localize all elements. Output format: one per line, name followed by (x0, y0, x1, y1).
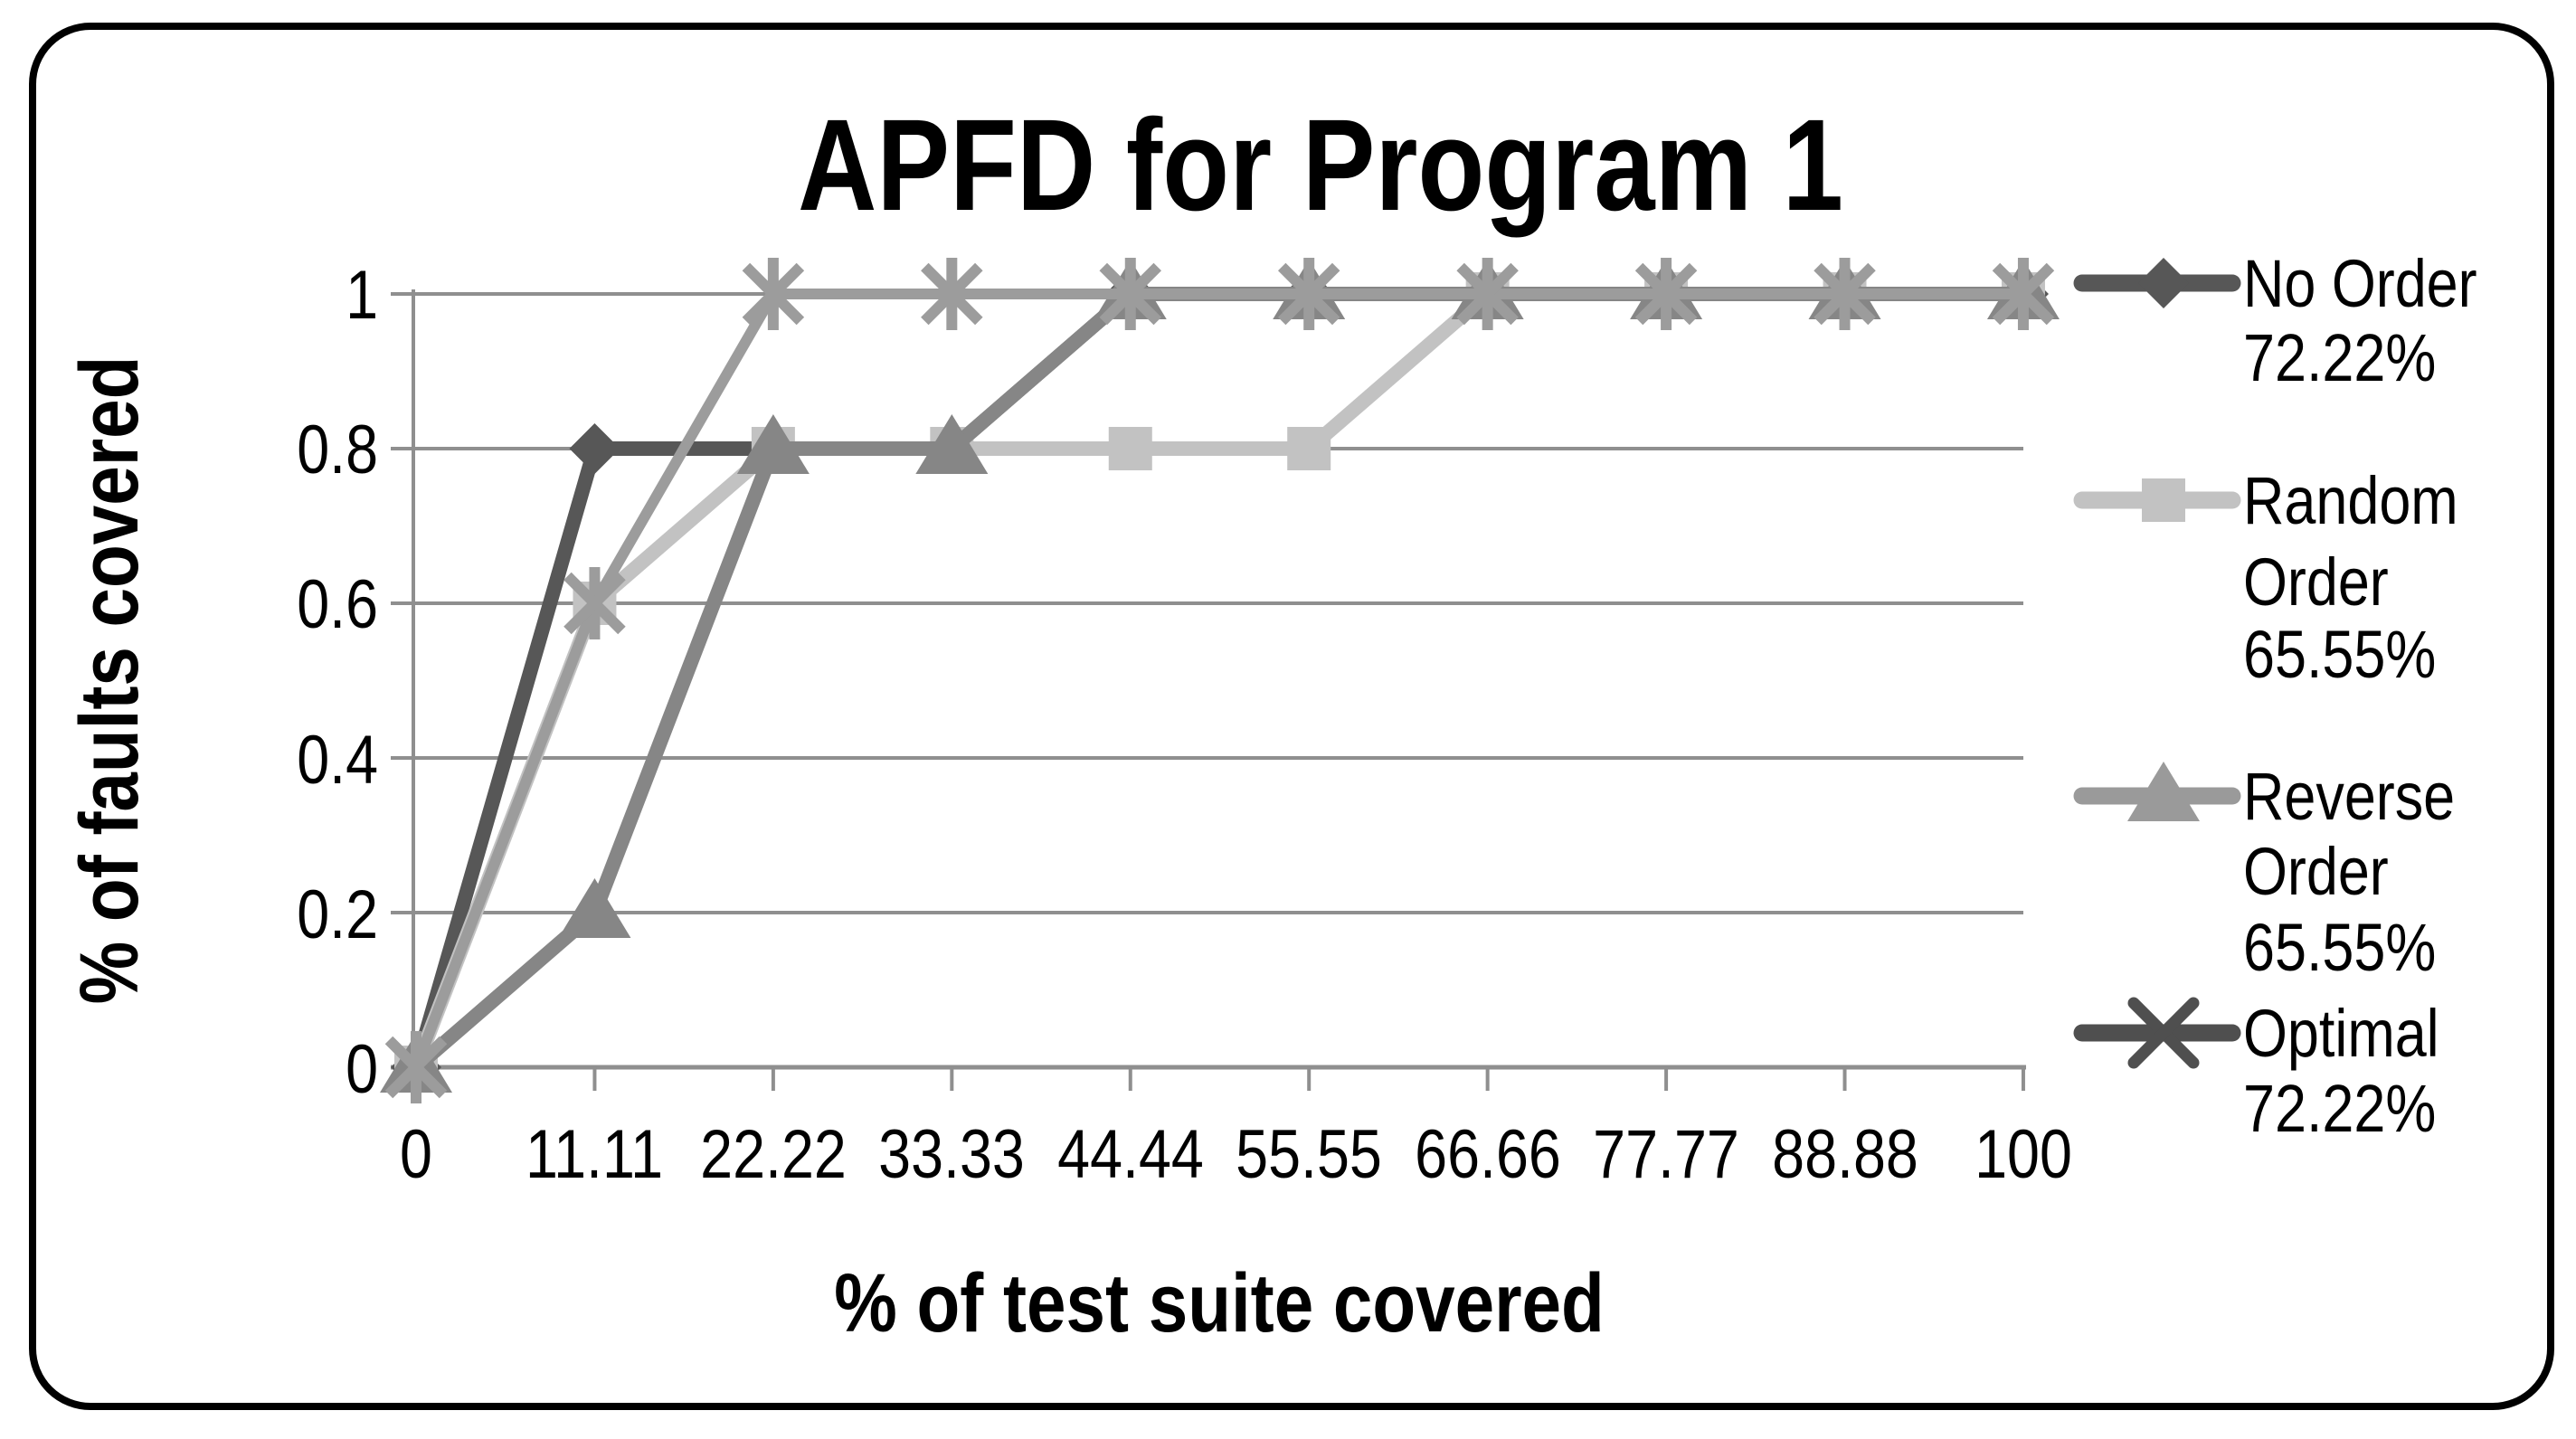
legend-label: 72.22% (2243, 320, 2436, 395)
legend-label: Reverse (2243, 759, 2455, 834)
marker-star (1634, 258, 1698, 330)
x-tick-label: 77.77 (1593, 1115, 1739, 1192)
y-tick-label: 1 (346, 256, 378, 333)
legend-diamond-icon (2138, 258, 2189, 308)
marker-triangle (558, 878, 631, 938)
y-axis-title: % of faults covered (63, 356, 156, 1005)
series-line-reverse-order (411, 287, 2023, 1074)
x-tick-label: 100 (1975, 1115, 2072, 1192)
x-tick-label: 88.88 (1772, 1115, 1918, 1192)
legend: No Order 72.22% Random Order 65.55% Reve… (2073, 246, 2477, 1146)
legend-label: Order (2243, 544, 2389, 620)
legend-label: 72.22% (2243, 1071, 2436, 1146)
marker-triangle (915, 414, 989, 474)
series-line-optimal (411, 289, 2023, 1070)
marker-diamond (569, 423, 620, 474)
x-tick-label: 22.22 (700, 1115, 847, 1192)
x-axis-title: % of test suite covered (834, 1257, 1605, 1349)
x-tick-label: 66.66 (1415, 1115, 1561, 1192)
y-tick-label: 0.2 (297, 876, 378, 952)
marker-star (742, 258, 805, 330)
y-tick-label: 0.8 (297, 411, 378, 488)
marker-square (1108, 427, 1152, 470)
marker-star (1456, 258, 1519, 330)
legend-label: Random (2243, 463, 2458, 538)
legend-label: No Order (2243, 246, 2477, 321)
y-tick-label: 0.6 (297, 565, 378, 642)
legend-triangle-icon (2127, 762, 2200, 821)
legend-label: 65.55% (2243, 617, 2436, 692)
marker-star (1992, 258, 2055, 330)
chart-title: APFD for Program 1 (798, 93, 1843, 238)
legend-label: Order (2243, 834, 2389, 909)
legend-x-icon (2127, 997, 2200, 1069)
x-tick-label: 44.44 (1057, 1115, 1204, 1192)
x-tick-label: 11.11 (526, 1115, 663, 1192)
x-tick-label: 0 (400, 1115, 432, 1192)
legend-label: 65.55% (2243, 910, 2436, 985)
chart-border (29, 23, 2554, 1410)
marker-star (1099, 258, 1162, 330)
legend-square-icon (2142, 478, 2185, 522)
marker-star (921, 258, 983, 330)
y-tick-label: 0.4 (297, 721, 378, 798)
marker-star (564, 567, 626, 639)
y-tick-label: 0 (346, 1030, 378, 1107)
x-tick-label: 33.33 (878, 1115, 1025, 1192)
marker-star (1277, 258, 1340, 330)
marker-triangle (736, 414, 810, 474)
marker-star (1814, 258, 1876, 330)
series-line-no-order (409, 287, 2023, 1070)
legend-label: Optimal (2243, 996, 2439, 1071)
marker-square (1287, 427, 1331, 470)
marker-star (384, 1031, 448, 1103)
series-line-random-order (409, 287, 2023, 1070)
plot-area (380, 258, 2060, 1103)
x-tick-label: 55.55 (1236, 1115, 1382, 1192)
